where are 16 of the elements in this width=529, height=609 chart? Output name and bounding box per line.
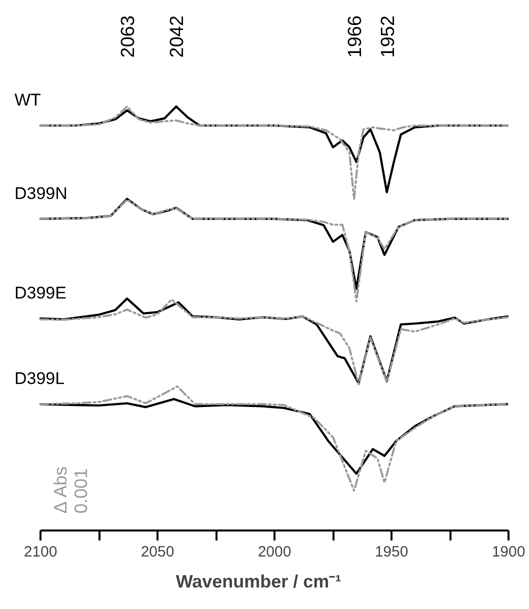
series-label: D399E	[14, 284, 66, 303]
x-tick-label: 2050	[140, 544, 174, 560]
text: 1966	[345, 15, 366, 58]
x-tick-label: 2000	[258, 544, 292, 560]
x-axis-title: Wavenumber / cm⁻¹	[176, 572, 342, 592]
series-label: D399L	[14, 369, 65, 388]
annotation: 0.001	[71, 468, 91, 514]
text: 1952	[378, 15, 399, 58]
x-tick-label: 1950	[374, 544, 408, 560]
x-tick-label: 1900	[492, 544, 526, 560]
series-label: WT	[14, 90, 41, 110]
text: 2063	[118, 15, 140, 58]
annotation: Δ Abs	[50, 466, 70, 514]
text: 2042	[167, 15, 188, 58]
series-label: D399N	[14, 184, 68, 203]
x-tick-label: 2100	[24, 544, 58, 560]
